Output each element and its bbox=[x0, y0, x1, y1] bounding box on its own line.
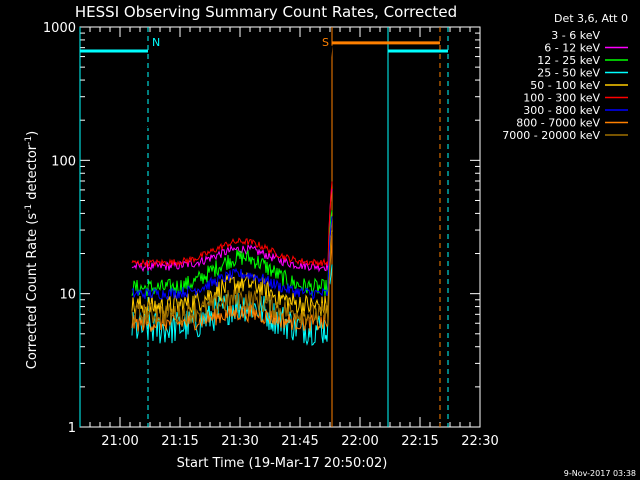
y-axis-label-sup1: -1 bbox=[24, 204, 34, 213]
legend-entry-label: 800 - 7000 keV bbox=[516, 117, 600, 130]
x-axis-label: Start Time (19-Mar-17 20:50:02) bbox=[177, 456, 388, 471]
legend-entry-label: 300 - 800 keV bbox=[523, 104, 600, 117]
y-tick-label: 1000 bbox=[43, 21, 76, 36]
legend-entry-label: 25 - 50 keV bbox=[537, 67, 600, 80]
x-tick-label: 22:15 bbox=[401, 434, 438, 449]
series-line bbox=[131, 230, 333, 318]
series-line bbox=[131, 181, 333, 268]
x-tick-label: 21:15 bbox=[161, 434, 198, 449]
x-tick-label: 21:00 bbox=[101, 434, 138, 449]
legend-entry-label: 3 - 6 keV bbox=[551, 29, 600, 42]
legend-entry-label: 50 - 100 keV bbox=[530, 79, 600, 92]
annotation-label: N bbox=[152, 36, 160, 49]
annotation-label: S bbox=[322, 36, 329, 49]
y-tick-label: 1 bbox=[68, 421, 76, 436]
y-axis-label-end: ) bbox=[25, 131, 40, 136]
series-line bbox=[131, 188, 333, 273]
y-tick-label: 10 bbox=[59, 288, 76, 303]
series-line bbox=[131, 239, 333, 332]
series-line bbox=[131, 232, 333, 326]
y-axis-label: Corrected Count Rate (s-1 detector-1) bbox=[24, 131, 40, 369]
legend-entry-label: 100 - 300 keV bbox=[523, 92, 600, 105]
legend-entry-label: 6 - 12 keV bbox=[544, 42, 600, 55]
series-line bbox=[131, 45, 333, 187]
series-line bbox=[131, 216, 333, 301]
y-axis-label-mid: detector bbox=[25, 144, 40, 204]
legend-entry-label: 7000 - 20000 keV bbox=[502, 129, 600, 142]
plot-frame bbox=[79, 26, 481, 428]
y-tick-label: 100 bbox=[51, 154, 76, 169]
x-tick-label: 21:30 bbox=[221, 434, 258, 449]
x-tick-label: 22:00 bbox=[341, 434, 378, 449]
x-tick-label: 22:30 bbox=[461, 434, 498, 449]
series-line bbox=[131, 210, 333, 297]
x-tick-label: 21:45 bbox=[281, 434, 318, 449]
timestamp-stamp: 9-Nov-2017 03:38 bbox=[564, 469, 636, 478]
series-line bbox=[131, 264, 333, 346]
y-axis-label-sup2: -1 bbox=[24, 136, 34, 145]
plot-area: 1 10 100 1000 21:00 21:15 21:30 21:45 22:00 22:15… bbox=[43, 21, 499, 449]
svg-text:Corrected Count Rate (s-1 dete: Corrected Count Rate (s-1 detector-1) bbox=[24, 131, 40, 369]
legend-entry-label: 12 - 25 keV bbox=[537, 54, 600, 67]
chart-title: HESSI Observing Summary Count Rates, Cor… bbox=[75, 3, 457, 21]
legend-title: Det 3,6, Att 0 bbox=[554, 12, 628, 25]
y-axis-label-main: Corrected Count Rate (s bbox=[25, 213, 40, 370]
